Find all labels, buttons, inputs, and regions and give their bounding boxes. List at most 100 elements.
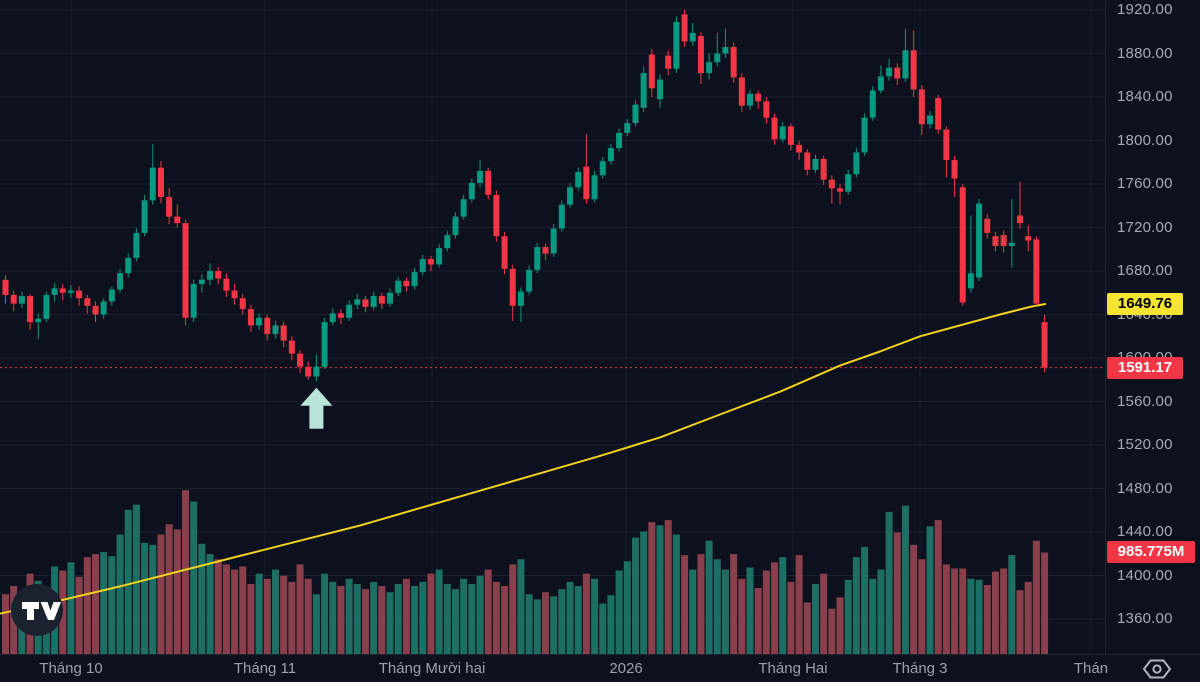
volume-bar	[885, 511, 893, 654]
candle-body	[117, 273, 124, 290]
candle-body	[174, 216, 181, 224]
candles	[2, 10, 1048, 381]
price-tick-label: 1400.00	[1117, 566, 1173, 584]
settings-hexagon-icon[interactable]	[1142, 658, 1172, 680]
time-axis-label: Tháng 10	[39, 660, 103, 677]
candle-body	[370, 296, 377, 307]
price-tick-label: 1840.00	[1117, 88, 1173, 105]
volume-bars	[2, 490, 1049, 654]
volume-bar	[263, 578, 271, 654]
volume-bar	[877, 569, 885, 654]
volume-bar	[304, 578, 312, 654]
volume-bar	[631, 537, 639, 654]
candle-body	[951, 160, 958, 179]
volume-bar	[190, 501, 198, 654]
volume-bar	[419, 581, 427, 654]
volume-bar	[615, 570, 623, 654]
candle-body	[207, 271, 214, 280]
volume-bar	[836, 597, 844, 654]
volume-bar	[918, 559, 926, 654]
volume-bar	[198, 543, 206, 654]
volume-bar	[942, 564, 950, 654]
volume-bar	[312, 594, 320, 654]
tradingview-logo[interactable]	[10, 583, 64, 637]
volume-bar	[378, 586, 386, 654]
candle-body	[280, 325, 287, 341]
volume-bar	[779, 557, 787, 654]
volume-bar	[738, 578, 746, 654]
candle-body	[787, 126, 794, 145]
volume-bar	[149, 544, 157, 654]
candle-body	[460, 199, 467, 217]
candle-body	[59, 288, 66, 293]
volume-bar	[803, 602, 811, 654]
volume-bar	[828, 608, 836, 654]
volume-bar	[967, 578, 975, 654]
candle-body	[763, 101, 770, 118]
volume-bar	[1008, 555, 1016, 654]
time-axis-label: Tháng Mười hai	[378, 660, 486, 677]
candle-body	[35, 318, 42, 323]
price-tick-label: 1560.00	[1117, 392, 1173, 410]
volume-bar	[337, 586, 345, 654]
volume-bar	[607, 595, 615, 654]
candle-body	[992, 236, 999, 246]
candle-body	[198, 279, 205, 285]
volume-bar	[231, 569, 239, 654]
candle-body	[43, 294, 50, 319]
candle-body	[493, 194, 500, 237]
volume-bar	[713, 559, 721, 654]
volume-bar	[296, 564, 304, 654]
arrow-up-marker[interactable]	[300, 387, 333, 429]
moving-average-line	[0, 302, 1047, 615]
volume-bar	[329, 581, 337, 654]
candle-body	[648, 54, 655, 89]
volume-bar	[435, 569, 443, 654]
volume-bar	[411, 586, 419, 654]
volume-bar	[689, 569, 697, 654]
candle-body	[959, 187, 966, 303]
volume-bar	[361, 589, 369, 654]
candle-body	[337, 313, 344, 318]
candle-body	[607, 148, 614, 162]
candle-body	[452, 216, 459, 236]
volume-bar	[181, 490, 189, 654]
candle-body	[902, 50, 909, 79]
candle-body	[632, 104, 639, 124]
volume-bar	[509, 564, 517, 654]
candle-body	[76, 290, 83, 299]
time-axis[interactable]: Tháng 10 Tháng 11 Tháng Mười hai 2026 Tháng …	[0, 654, 1200, 682]
price-tick-label: 1920.00	[1117, 1, 1173, 18]
volume-bar	[165, 524, 173, 654]
volume-bar	[1041, 552, 1049, 654]
candle-body	[1008, 242, 1015, 246]
price-axis[interactable]: 1649.76 1591.17 985.775M 1920.00 1880.00 1…	[1105, 0, 1200, 654]
candle-body	[616, 132, 623, 149]
candle-body	[321, 322, 328, 367]
candle-body	[689, 32, 696, 42]
candle-body	[125, 257, 132, 274]
candle-body	[305, 366, 312, 377]
candle-body	[27, 296, 34, 323]
candle-body	[272, 325, 279, 335]
volume-bar	[721, 569, 729, 654]
volume-bar	[402, 578, 410, 654]
candle-body	[517, 291, 524, 306]
volume-bar	[271, 569, 279, 654]
volume-bar	[83, 557, 91, 654]
volume-bar	[116, 534, 124, 654]
volume-bar	[100, 552, 108, 654]
candle-body	[100, 301, 107, 315]
volume-bar	[934, 520, 942, 654]
candle-body	[182, 223, 189, 318]
volume-bar	[558, 589, 566, 654]
candle-body	[2, 279, 9, 295]
price-tick-label: 1720.00	[1117, 218, 1173, 236]
volume-bar	[370, 581, 378, 654]
volume-bar	[697, 554, 705, 654]
candle-body	[141, 200, 148, 233]
volume-bar	[132, 504, 140, 654]
candle-body	[591, 175, 598, 200]
volume-bar	[926, 526, 934, 654]
